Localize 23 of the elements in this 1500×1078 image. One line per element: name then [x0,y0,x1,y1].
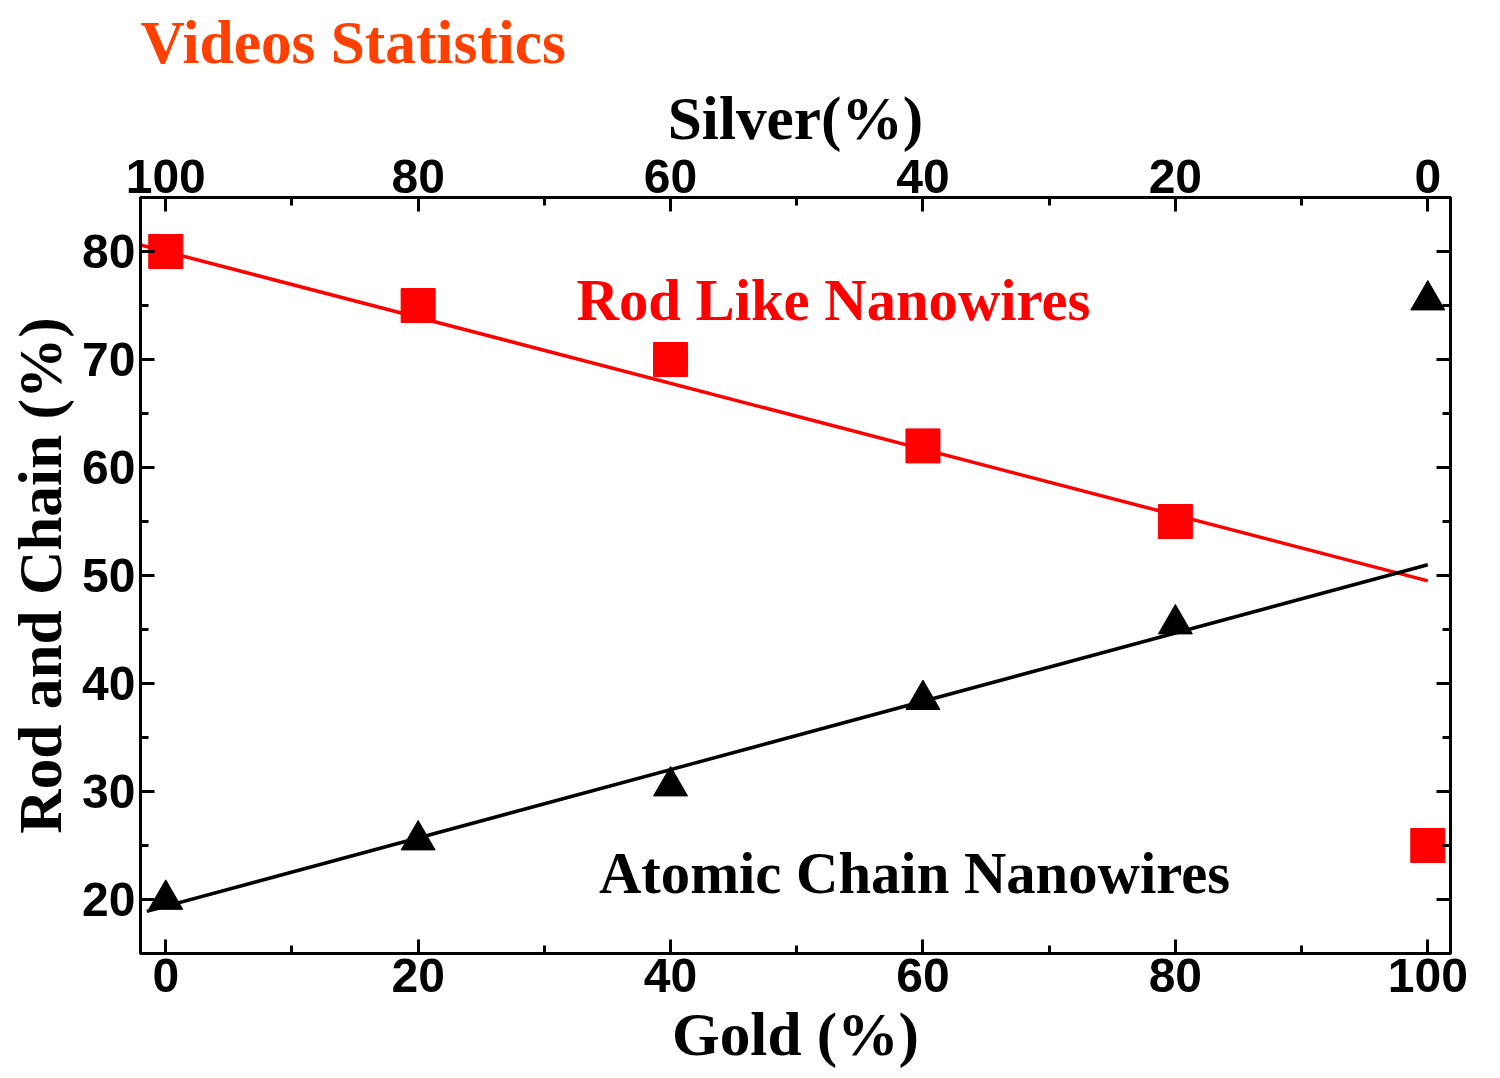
y-tick-label: 50 [82,549,136,602]
series-label: Rod Like Nanowires [576,268,1091,333]
x-tick-label: 80 [1148,948,1203,1002]
y-tick-label: 30 [82,765,136,818]
x2-tick-label: 100 [125,149,206,203]
x-axis-title: Gold (%) [671,999,920,1069]
x-tick-label: 0 [152,948,180,1002]
y-tick-label: 20 [82,873,136,926]
x2-tick-label: 0 [1414,149,1442,203]
x-tick-label: 40 [643,948,698,1002]
y-tick-label: 60 [82,441,136,494]
x2-tick-label: 60 [643,149,698,203]
x2-tick-label: 80 [391,149,445,203]
x2-tick-label: 20 [1148,149,1203,203]
x-tick-label: 20 [391,948,445,1002]
y-axis-title: Rod and Chain (%) [6,317,76,834]
chart-title: Videos Statistics [140,7,566,76]
x-tick-label: 100 [1387,948,1468,1002]
y-tick-label: 40 [82,657,136,710]
y-tick-label: 80 [82,225,136,278]
series-label: Atomic Chain Nanowires [598,841,1231,906]
x-tick-label: 60 [896,948,950,1002]
y-tick-label: 70 [82,333,136,386]
